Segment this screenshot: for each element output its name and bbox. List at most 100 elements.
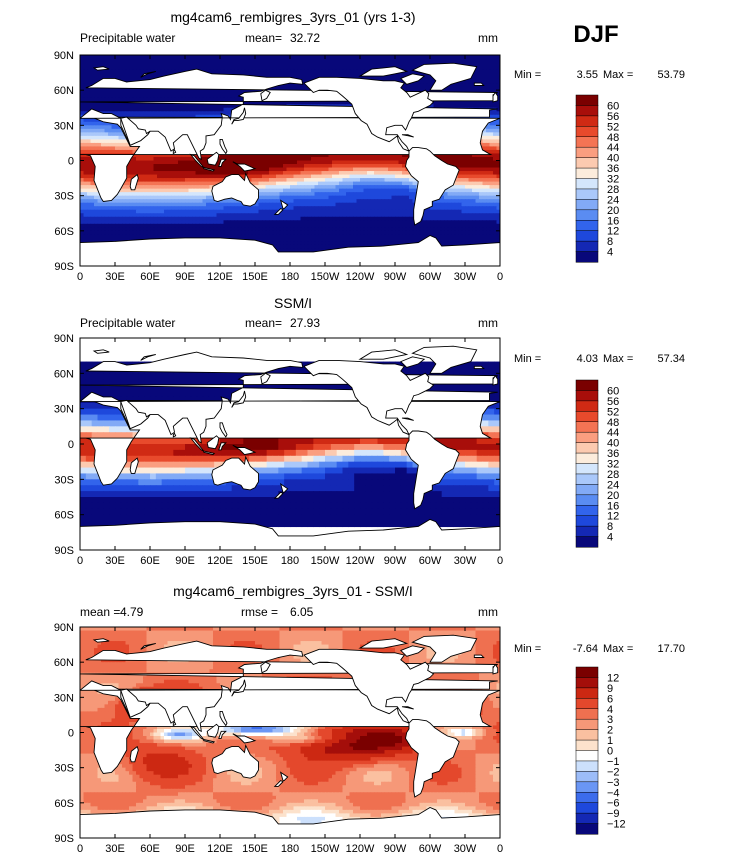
panel-3-lat-tick: 30N <box>54 692 74 704</box>
panel-1-lon-tick: 30E <box>105 271 125 283</box>
colorbar-label: 9 <box>607 683 613 695</box>
panel-3-units: mm <box>478 605 498 619</box>
colorbar-box <box>575 199 599 211</box>
panel-1-lon-tick: 30W <box>454 271 477 283</box>
colorbar-box <box>575 157 599 169</box>
panel-2-lat-tick: 30S <box>54 474 74 486</box>
panel-1-lon-tick: 120W <box>346 271 375 283</box>
panel-3-coastlines <box>80 634 500 838</box>
panel-2-lon-tick: 120E <box>207 555 233 567</box>
colorbar-box <box>575 240 599 253</box>
panel-2-variable-label: Precipitable water <box>80 316 175 330</box>
panel-1-mean-value: 32.72 <box>290 31 320 45</box>
panel-1-min-value: 3.55 <box>577 69 598 81</box>
colorbar-box <box>575 760 599 772</box>
panel-1-lon-tick: 60E <box>140 271 160 283</box>
colorbar-label: 28 <box>607 184 619 196</box>
panel-2-lon-tick: 90W <box>384 555 407 567</box>
colorbar-box <box>575 463 599 475</box>
colorbar-box <box>575 411 599 423</box>
colorbar-label: 4 <box>607 247 613 259</box>
colorbar-box <box>575 525 599 538</box>
panel-2-mean-label: mean= <box>245 316 282 330</box>
colorbar-box <box>575 771 599 783</box>
panel-3-lon-tick: 60W <box>419 843 442 855</box>
panel-1-lat-tick: 90S <box>54 261 74 273</box>
panel-3-lat-tick: 0 <box>68 728 74 740</box>
colorbar-box <box>575 792 599 804</box>
colorbar-box <box>575 220 599 232</box>
colorbar-box <box>575 494 599 506</box>
panel-3-lon-tick: 30E <box>105 843 125 855</box>
colorbar-box <box>575 400 599 412</box>
colorbar-label: −2 <box>607 766 620 778</box>
colorbar-box <box>575 823 599 835</box>
panel-1-lon-tick: 150W <box>311 271 340 283</box>
colorbar-box <box>575 178 599 190</box>
colorbar-box <box>575 421 599 433</box>
panel-3-lat-tick: 60S <box>54 798 74 810</box>
panel-1-max-value: 53.79 <box>657 69 685 81</box>
colorbar-box <box>575 431 599 444</box>
colorbar-label: 56 <box>607 396 619 408</box>
panels: mg4cam6_rembigres_3yrs_01 (yrs 1-3) Preci… <box>54 9 685 855</box>
colorbar-label: 44 <box>607 427 619 439</box>
panel-3-lat-tick: 90N <box>54 622 74 634</box>
colorbar-label: 24 <box>607 479 619 491</box>
colorbar-label: −3 <box>607 777 620 789</box>
colorbar-label: −4 <box>607 787 620 799</box>
panel-1-mean-label: mean= <box>245 31 282 45</box>
panel-2-lon-tick: 30W <box>454 555 477 567</box>
colorbar-label: 4 <box>607 704 613 716</box>
panel-3-lat-tick: 60N <box>54 657 74 669</box>
panel-3-lon-tick: 180 <box>281 843 299 855</box>
panel-1-lon-tick: 0 <box>497 271 503 283</box>
colorbar-box <box>575 677 599 689</box>
panel-3-mean-label: mean = <box>80 605 120 619</box>
colorbar-label: 60 <box>607 385 619 397</box>
panel-2: SSM/I Precipitable water mean= 27.93 mm Min =… <box>54 295 685 567</box>
panel-3-min-label: Min = <box>514 643 541 655</box>
panel-2-lon-tick: 30E <box>105 555 125 567</box>
colorbar-label: 6 <box>607 693 613 705</box>
colorbar-label: 0 <box>607 746 613 758</box>
panel-2-lon-tick: 150W <box>311 555 340 567</box>
colorbar-box <box>575 442 599 454</box>
season-label: DJF <box>573 21 618 48</box>
colorbar-label: 12 <box>607 511 619 523</box>
colorbar-box <box>575 536 599 548</box>
panel-2-max-label: Max = <box>603 353 633 365</box>
panel-2-lon-tick: 150E <box>242 555 268 567</box>
panel-2-min-label: Min = <box>514 353 541 365</box>
colorbar-label: 24 <box>607 194 619 206</box>
panel-1-max-label: Max = <box>603 69 633 81</box>
panel-3-lon-tick: 0 <box>497 843 503 855</box>
panel-3-lon-tick: 60E <box>140 843 160 855</box>
panel-1-lon-tick: 0 <box>77 271 83 283</box>
colorbar-box <box>575 251 599 263</box>
colorbar-label: 20 <box>607 205 619 217</box>
colorbar-label: 3 <box>607 714 613 726</box>
colorbar-label: −12 <box>607 819 626 831</box>
colorbar-box <box>575 781 599 793</box>
colorbar-label: 36 <box>607 163 619 175</box>
colorbar-box <box>575 505 599 517</box>
colorbar-label: 12 <box>607 672 619 684</box>
panel-1-min-label: Min = <box>514 69 541 81</box>
colorbar-box <box>575 729 599 741</box>
colorbar-label: 52 <box>607 406 619 418</box>
panel-2-lon-tick: 0 <box>497 555 503 567</box>
colorbar-box <box>575 94 599 106</box>
colorbar-label: 16 <box>607 500 619 512</box>
panel-3-lon-tick: 90E <box>175 843 195 855</box>
colorbar-box <box>575 126 599 138</box>
panel-3-mean-value: 4.79 <box>120 605 144 619</box>
colorbar-box <box>575 718 599 731</box>
colorbar-box <box>575 188 599 200</box>
colorbar-box <box>575 379 599 391</box>
colorbar-label: 48 <box>607 417 619 429</box>
panel-2-lon-tick: 0 <box>77 555 83 567</box>
